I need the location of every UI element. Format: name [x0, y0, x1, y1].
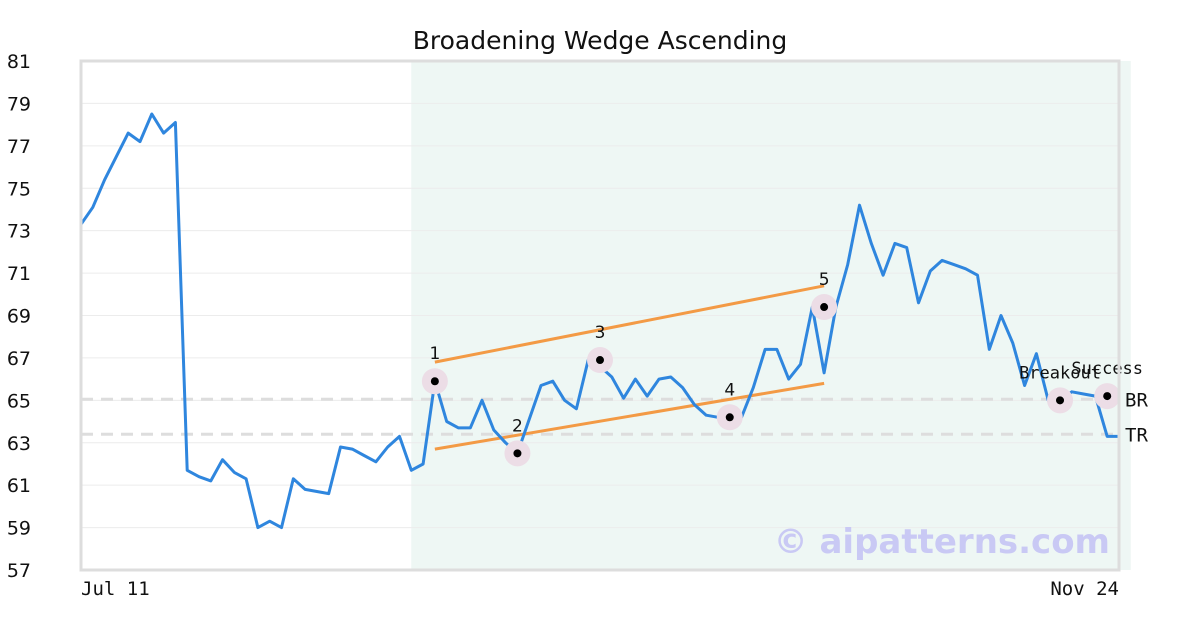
- chart-title: Broadening Wedge Ascending: [413, 26, 788, 55]
- pattern-point-1: [430, 377, 439, 386]
- event-marker-breakout: [1056, 396, 1065, 405]
- marker-layer: [421, 294, 1121, 467]
- event-label-success: Success: [1071, 359, 1143, 379]
- pattern-point-label: 4: [724, 380, 735, 400]
- watermark: © aipatterns.com: [774, 522, 1110, 562]
- y-tick-label: 71: [7, 263, 31, 285]
- x-tick-label: Jul 11: [81, 578, 150, 600]
- pattern-point-label: 3: [595, 323, 606, 343]
- upper-trendline: [434, 284, 825, 364]
- plot-frame: [79, 59, 1121, 572]
- pattern-point-5: [820, 303, 829, 312]
- y-tick-label: 81: [7, 51, 31, 73]
- y-tick-label: 77: [7, 136, 31, 158]
- pattern-point-3: [596, 356, 604, 365]
- y-tick-label: 67: [7, 348, 31, 370]
- y-tick-label: 59: [7, 518, 31, 540]
- pattern-point-4: [725, 413, 734, 422]
- y-tick-label: 69: [7, 306, 31, 328]
- y-tick-label: 57: [7, 560, 31, 582]
- y-tick-label: 79: [7, 93, 31, 115]
- level-label-br: BR: [1125, 389, 1148, 411]
- pattern-point-label: 2: [512, 416, 523, 436]
- y-tick-label: 65: [7, 390, 31, 412]
- event-marker-success: [1103, 392, 1112, 401]
- y-tick-label: 73: [7, 221, 31, 243]
- pattern-point-label: 5: [819, 270, 830, 290]
- axis-layer: 57 59 61 63 65 67 69 71 73 75 77 79 81 Jul 11 Nov 24: [7, 51, 1121, 600]
- grid-layer: [81, 60, 1119, 571]
- y-tick-label: 61: [7, 475, 31, 497]
- pattern-point-2: [513, 449, 522, 458]
- x-tick-label: Nov 24: [1050, 578, 1119, 600]
- y-tick-label: 75: [7, 178, 31, 200]
- pattern-point-label: 1: [429, 344, 440, 364]
- y-tick-label: 63: [7, 433, 31, 455]
- level-layer: [81, 397, 1119, 436]
- event-label-breakout: Breakout: [1019, 363, 1101, 383]
- level-label-tr: TR: [1125, 424, 1148, 446]
